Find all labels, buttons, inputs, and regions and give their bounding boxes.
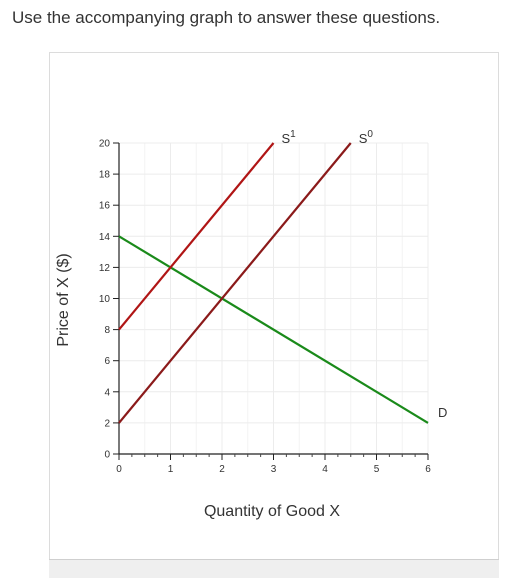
- x-tick-label: 0: [116, 464, 122, 475]
- x-tick-label: 5: [374, 464, 380, 475]
- y-tick-label: 4: [104, 387, 110, 398]
- x-tick-label: 4: [322, 464, 328, 475]
- y-tick-label: 6: [104, 356, 110, 367]
- x-tick-label: 3: [271, 464, 277, 475]
- y-tick-label: 2: [104, 418, 110, 429]
- x-tick-label: 2: [219, 464, 225, 475]
- y-tick-label: 18: [99, 170, 111, 181]
- series-s1-line: [118, 142, 275, 331]
- x-tick-label: 6: [425, 464, 431, 475]
- y-tick-label: 14: [99, 232, 111, 243]
- series-d-label: D: [438, 405, 447, 420]
- series-s1-label: S1: [282, 129, 297, 146]
- y-tick-label: 12: [99, 263, 111, 274]
- card-footer: [49, 559, 499, 578]
- y-tick-label: 16: [99, 201, 111, 212]
- y-tick-label: 10: [99, 294, 111, 305]
- x-ticks: 0 1 2 3 4 5 6: [116, 454, 431, 475]
- series-lines: [118, 142, 429, 424]
- series-s0-line: [118, 142, 352, 424]
- grid: [118, 142, 429, 455]
- question-prompt: Use the accompanying graph to answer the…: [12, 8, 441, 27]
- y-axis-label: Price of X ($): [55, 253, 72, 346]
- y-tick-label: 0: [104, 450, 110, 461]
- y-ticks: 0 2 4 6 8 10 12 14 16 18 20: [99, 139, 119, 461]
- y-tick-label: 20: [99, 139, 111, 150]
- series-labels: D S1 S0: [282, 129, 448, 420]
- y-tick-label: 8: [104, 325, 110, 336]
- series-s0-label: S0: [359, 129, 374, 146]
- x-tick-label: 1: [168, 464, 174, 475]
- x-axis-label: Quantity of Good X: [204, 503, 340, 520]
